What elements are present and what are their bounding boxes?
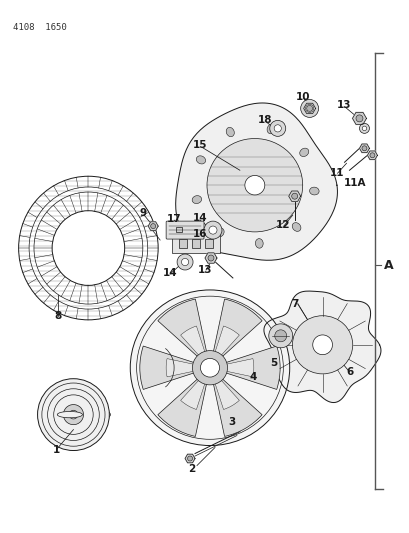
Text: 2: 2: [188, 464, 195, 474]
Bar: [176, 227, 182, 232]
Ellipse shape: [292, 316, 352, 374]
Bar: [191, 239, 200, 248]
Ellipse shape: [196, 156, 205, 164]
Ellipse shape: [200, 358, 219, 377]
Wedge shape: [209, 299, 261, 368]
Circle shape: [187, 456, 192, 461]
Polygon shape: [184, 454, 195, 463]
Circle shape: [69, 410, 78, 419]
Wedge shape: [180, 368, 209, 409]
Text: 15: 15: [192, 140, 207, 150]
Bar: [172, 231, 219, 253]
Circle shape: [300, 100, 318, 117]
Text: 18: 18: [257, 115, 272, 125]
Circle shape: [305, 104, 313, 112]
Ellipse shape: [255, 239, 263, 248]
Text: 14: 14: [162, 268, 177, 278]
Text: 13: 13: [197, 265, 212, 275]
Text: 12: 12: [275, 220, 289, 230]
Circle shape: [291, 193, 297, 199]
Wedge shape: [209, 326, 239, 368]
Text: 9: 9: [139, 208, 146, 218]
Ellipse shape: [292, 223, 300, 231]
Polygon shape: [303, 103, 315, 114]
Text: 14: 14: [192, 213, 207, 223]
Circle shape: [274, 125, 281, 132]
Circle shape: [268, 324, 292, 348]
Text: 4: 4: [249, 372, 256, 382]
Text: 13: 13: [337, 100, 351, 110]
Wedge shape: [209, 346, 279, 390]
Polygon shape: [359, 144, 369, 152]
Circle shape: [258, 351, 265, 358]
Circle shape: [151, 224, 155, 229]
Ellipse shape: [309, 187, 318, 195]
Wedge shape: [157, 368, 209, 437]
Circle shape: [312, 335, 332, 354]
Circle shape: [355, 115, 362, 122]
Bar: [205, 239, 213, 248]
Wedge shape: [209, 368, 239, 409]
Text: 16: 16: [192, 229, 207, 239]
Ellipse shape: [52, 211, 124, 285]
Circle shape: [204, 221, 221, 239]
Ellipse shape: [207, 139, 302, 232]
Circle shape: [359, 123, 369, 133]
Polygon shape: [263, 291, 380, 402]
Circle shape: [207, 255, 213, 261]
Polygon shape: [148, 222, 158, 230]
Text: A: A: [384, 259, 393, 271]
Circle shape: [181, 259, 188, 265]
Wedge shape: [166, 359, 209, 377]
Text: 7: 7: [290, 299, 298, 309]
Circle shape: [361, 146, 366, 151]
Ellipse shape: [244, 175, 264, 195]
Ellipse shape: [192, 351, 227, 385]
Circle shape: [369, 153, 374, 158]
Bar: [209, 227, 215, 232]
FancyBboxPatch shape: [166, 221, 204, 239]
Polygon shape: [366, 151, 377, 159]
Wedge shape: [209, 359, 253, 377]
Ellipse shape: [226, 127, 234, 136]
Circle shape: [38, 379, 109, 450]
Circle shape: [361, 126, 366, 131]
Wedge shape: [180, 326, 209, 368]
Ellipse shape: [299, 148, 308, 157]
Bar: [178, 239, 186, 248]
Circle shape: [269, 120, 285, 136]
Ellipse shape: [57, 411, 82, 418]
Text: 5: 5: [270, 358, 277, 368]
Text: 17: 17: [166, 214, 181, 224]
Ellipse shape: [266, 124, 274, 134]
Wedge shape: [209, 368, 261, 437]
Circle shape: [209, 226, 216, 234]
Circle shape: [306, 106, 312, 111]
Ellipse shape: [215, 228, 224, 237]
Ellipse shape: [192, 196, 201, 204]
Polygon shape: [352, 112, 366, 124]
Text: 3: 3: [228, 417, 235, 426]
Circle shape: [254, 347, 270, 362]
Polygon shape: [288, 191, 300, 201]
Text: 11: 11: [330, 168, 344, 178]
Circle shape: [63, 405, 83, 425]
Wedge shape: [139, 346, 209, 390]
Polygon shape: [175, 103, 337, 260]
Ellipse shape: [130, 290, 289, 446]
Text: 8: 8: [54, 311, 61, 321]
Circle shape: [248, 341, 276, 369]
Ellipse shape: [49, 406, 110, 423]
Circle shape: [177, 254, 193, 270]
Wedge shape: [157, 299, 209, 368]
Polygon shape: [204, 253, 216, 263]
Text: 10: 10: [295, 92, 309, 102]
Text: 11A: 11A: [344, 178, 366, 188]
Text: 4108  1650: 4108 1650: [13, 22, 66, 31]
Text: 6: 6: [345, 367, 352, 377]
Circle shape: [274, 330, 286, 342]
Text: 1: 1: [53, 445, 60, 455]
